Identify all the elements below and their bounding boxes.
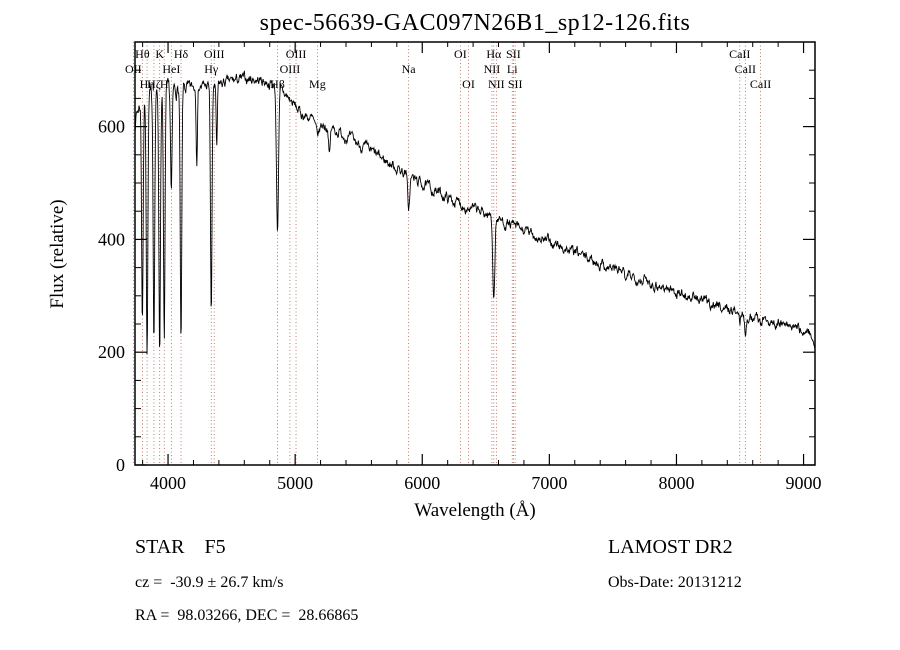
x-tick-label: 9000 <box>786 473 822 493</box>
spectral-marker-label: CaII <box>735 62 756 76</box>
spectral-marker-label: SII <box>506 47 521 61</box>
spectral-marker-label: HeI <box>162 62 180 76</box>
spectral-marker-label: Hα <box>486 47 502 61</box>
x-tick-label: 6000 <box>404 473 440 493</box>
x-tick-label: 5000 <box>277 473 313 493</box>
spectral-marker-label: Li <box>507 62 518 76</box>
obs-date-label: Obs-Date: 20131212 <box>608 574 742 591</box>
spectral-marker-label: H <box>160 77 169 91</box>
plot-frame <box>134 41 816 466</box>
spectral-marker-label: OI <box>454 47 467 61</box>
spectral-marker-label: SII <box>508 77 523 91</box>
spectral-marker-label: Hζ <box>147 77 161 91</box>
y-tick-label: 0 <box>116 455 125 475</box>
object-type-label: STAR F5 <box>135 536 226 558</box>
x-axis-label: Wavelength (Å) <box>414 500 536 521</box>
y-tick-label: 200 <box>98 342 125 362</box>
spectral-marker-label: OII <box>125 62 142 76</box>
spectrum-path <box>134 70 816 355</box>
radial-velocity-label: cz = -30.9 ± 26.7 km/s <box>135 574 284 591</box>
spectral-marker-label: OIII <box>280 62 301 76</box>
spectral-marker-label: OI <box>462 77 475 91</box>
spectral-marker-label: K <box>155 47 164 61</box>
spectral-marker-label: Hγ <box>204 62 219 76</box>
spectral-marker-label: Na <box>402 62 417 76</box>
y-axis-label: Flux (relative) <box>47 199 68 309</box>
spectral-marker-label: CaII <box>729 47 750 61</box>
chart-title: spec-56639-GAC097N26B1_sp12-126.fits <box>259 10 691 36</box>
x-tick-label: 8000 <box>658 473 694 493</box>
spectral-marker-label: Hβ <box>270 77 285 91</box>
x-tick-label: 4000 <box>150 473 186 493</box>
coordinates-label: RA = 98.03266, DEC = 28.66865 <box>135 607 359 624</box>
survey-label: LAMOST DR2 <box>608 536 733 558</box>
spectral-marker-label: NII <box>488 77 505 91</box>
spectral-marker-label: NII <box>484 62 501 76</box>
spectral-marker-label: Hθ <box>135 47 150 61</box>
spectral-marker-label: Mg <box>309 77 326 91</box>
x-tick-label: 7000 <box>531 473 567 493</box>
y-tick-label: 400 <box>98 229 125 249</box>
y-tick-label: 600 <box>98 117 125 137</box>
spectral-marker-label: Hδ <box>174 47 189 61</box>
spectral-marker-label: OIII <box>286 47 307 61</box>
spectral-marker-label: OIII <box>204 47 225 61</box>
spectral-marker-label: CaII <box>750 77 771 91</box>
